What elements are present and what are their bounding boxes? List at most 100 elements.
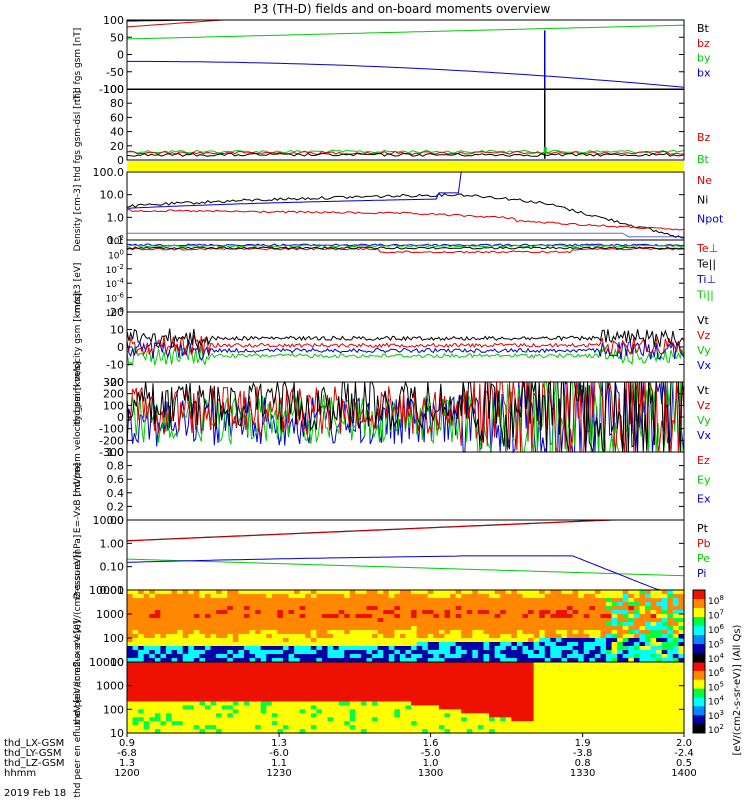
spectrogram-cell [227, 626, 234, 631]
spectrogram-cell [578, 717, 585, 722]
spectrogram-cell [154, 618, 162, 623]
spectrogram-cell [661, 725, 668, 730]
spectrogram-cell [633, 709, 641, 714]
spectrogram-cell [672, 634, 680, 639]
spectrogram-cell [617, 721, 624, 726]
spectrogram-cell [589, 602, 596, 607]
tick-label: 10-2 [106, 263, 124, 276]
spectrogram-cell [227, 713, 234, 718]
spectrogram-cell [589, 614, 596, 619]
spectrogram-cell [544, 725, 551, 730]
spectrogram-cell [405, 650, 412, 655]
spectrogram-cell [645, 590, 652, 595]
tick-label: 1.0 [107, 211, 125, 224]
spectrogram-cell [572, 642, 579, 647]
spectrogram-cell [544, 693, 551, 699]
spectrogram-cell [377, 602, 384, 607]
spectrogram-cell [260, 654, 267, 659]
spectrogram-cell [338, 626, 345, 631]
spectrogram-cell [394, 610, 401, 615]
spectrogram-cell [550, 658, 557, 663]
spectrogram-cell [522, 701, 529, 706]
spectrogram-cell [600, 626, 607, 631]
spectrogram-cell [572, 701, 579, 706]
spectrogram-cell [477, 622, 485, 627]
spectrogram-cell [232, 693, 239, 699]
spectrogram-cell [500, 673, 507, 679]
spectrogram-cell [667, 681, 674, 687]
spectrogram-cell [210, 713, 217, 718]
spectrogram-cell [650, 610, 657, 615]
spectrogram-cell [561, 626, 568, 631]
spectrogram-cell [483, 626, 490, 631]
spectrogram-cell [188, 677, 195, 683]
spectrogram-cell [639, 618, 646, 623]
spectrogram-cell [383, 721, 390, 726]
spectrogram-cell [394, 685, 401, 691]
spectrogram-cell [188, 701, 195, 706]
spectrogram-cell [349, 669, 356, 675]
spectrogram-cell [388, 594, 395, 599]
spectrogram-cell [539, 598, 546, 603]
spectrogram-cell [321, 681, 329, 687]
spectrogram-cell [438, 598, 446, 603]
spectrogram-cell [539, 701, 546, 706]
series-Te-par [126, 246, 685, 250]
spectrogram-cell [333, 697, 340, 703]
spectrogram-cell [516, 614, 524, 619]
spectrogram-cell [316, 634, 323, 639]
tick-label: 0 [117, 411, 124, 424]
spectrogram-cell [539, 630, 546, 635]
spectrogram-cell [383, 669, 390, 675]
spectrogram-cell [561, 665, 568, 671]
spectrogram-cell [589, 721, 596, 726]
spectrogram-cell [411, 721, 418, 726]
spectrogram-cell [288, 638, 295, 643]
spectrogram-cell [572, 717, 579, 722]
spectrogram-cell [561, 630, 568, 635]
spectrogram-cell [483, 614, 490, 619]
spectrogram-cell [617, 650, 624, 655]
spectrogram-cell [522, 681, 529, 687]
spectrogram-cell [305, 677, 312, 683]
spectrogram-cell [550, 638, 557, 643]
spectrogram-cell [589, 697, 596, 703]
spectrogram-cell [210, 626, 217, 631]
spectrogram-cell [567, 713, 574, 718]
spectrogram-cell [321, 598, 329, 603]
tick-label: 1.00 [100, 537, 125, 550]
spectrogram-cell [154, 709, 162, 714]
spectrogram-cell [622, 729, 629, 734]
spectrogram-cell [466, 697, 473, 703]
spectrogram-cell [160, 717, 167, 722]
spectrogram-cell [366, 626, 373, 631]
spectrogram-cell [628, 673, 635, 679]
spectrogram-cell [672, 669, 680, 675]
spectrogram-cell [483, 713, 490, 718]
spectrogram-cell [388, 614, 395, 619]
spectrogram-cell [539, 705, 546, 710]
spectrogram-cell [678, 685, 685, 691]
spectrogram-cell [511, 705, 518, 710]
spectrogram-cell [544, 697, 551, 703]
spectrogram-cell [399, 669, 407, 675]
spectrogram-cell [216, 685, 223, 691]
spectrogram-cell [450, 614, 457, 619]
spectrogram-cell [667, 598, 674, 603]
spectrogram-cell [628, 654, 635, 659]
spectrogram-cell [522, 658, 529, 663]
spectrogram-cell [416, 630, 423, 635]
spectrogram-cell [143, 650, 150, 655]
spectrogram-cell [672, 729, 680, 734]
spectrogram-cell [377, 654, 384, 659]
spectrogram-cell [505, 709, 512, 714]
spectrogram-cell [266, 665, 273, 671]
spectrogram-cell [450, 626, 457, 631]
spectrogram-cell [193, 610, 201, 615]
spectrogram-cell [667, 685, 674, 691]
spectrogram-cell [594, 713, 602, 718]
spectrogram-cell [555, 729, 563, 734]
spectrogram-cell [511, 638, 518, 643]
spectrogram-cell [594, 610, 602, 615]
spectrogram-cell [455, 622, 462, 627]
